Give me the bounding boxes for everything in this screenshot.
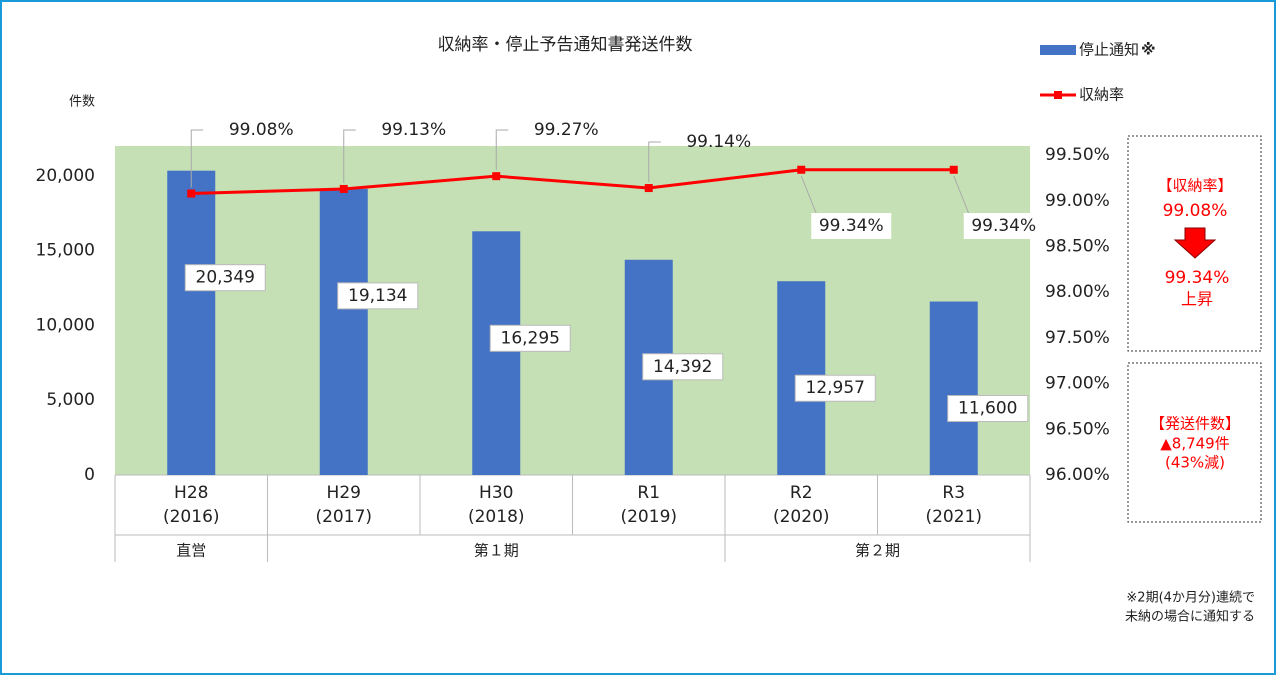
y2-tick-label: 96.50% bbox=[1045, 419, 1110, 439]
box-text: 上昇 bbox=[1181, 290, 1213, 309]
bar bbox=[929, 301, 978, 475]
leader-line bbox=[648, 141, 661, 183]
box-text: 99.08% bbox=[1163, 201, 1228, 221]
data-label-box bbox=[947, 395, 1029, 423]
box-text: 99.34% bbox=[1165, 268, 1230, 288]
box-text: (43%減) bbox=[1165, 454, 1225, 472]
leader-line bbox=[343, 129, 356, 183]
data-label: 11,600 bbox=[958, 399, 1017, 419]
x-tick-label: R1 (2019) bbox=[620, 483, 677, 527]
data-label-box bbox=[811, 213, 892, 239]
line-marker bbox=[187, 189, 196, 198]
data-label: 19,134 bbox=[348, 286, 407, 306]
data-label: 99.14% bbox=[686, 132, 751, 152]
data-label: 16,295 bbox=[501, 328, 560, 348]
x-tick-label: H28 (2016) bbox=[163, 483, 220, 527]
data-label: 99.34% bbox=[819, 216, 884, 236]
chart-title: 収納率・停止予告通知書発送件数 bbox=[438, 35, 693, 55]
legend-label: 収納率 bbox=[1079, 86, 1124, 104]
legend-swatch bbox=[1040, 45, 1076, 55]
bar bbox=[319, 188, 368, 475]
data-label: 99.08% bbox=[229, 120, 294, 140]
note-box bbox=[1127, 135, 1262, 352]
y2-tick-label: 97.00% bbox=[1045, 374, 1110, 394]
y2-tick-label: 97.50% bbox=[1045, 328, 1110, 348]
x-tick-label: H29 (2017) bbox=[315, 483, 372, 527]
data-label-box bbox=[184, 264, 266, 292]
y2-tick-label: 98.00% bbox=[1045, 282, 1110, 302]
data-label: 99.27% bbox=[534, 120, 599, 140]
footnote: ※2期(4か月分)連続で bbox=[1126, 591, 1255, 606]
data-label-box bbox=[489, 324, 571, 352]
group-label: 第２期 bbox=[855, 542, 900, 560]
group-label: 直営 bbox=[176, 542, 206, 560]
legend-swatch bbox=[1054, 91, 1062, 99]
x-tick-label: R3 (2021) bbox=[925, 483, 982, 527]
y2-tick-label: 96.00% bbox=[1045, 465, 1110, 485]
bar bbox=[167, 170, 216, 476]
leader-line bbox=[190, 129, 204, 188]
bar bbox=[472, 231, 521, 475]
data-label: 99.13% bbox=[381, 120, 446, 140]
note-box bbox=[1127, 362, 1262, 523]
data-label-box bbox=[337, 282, 419, 310]
legend-note: ※ bbox=[1141, 41, 1156, 59]
line-marker bbox=[949, 165, 958, 174]
leader-line bbox=[495, 129, 509, 171]
box-heading: 【収納率】 bbox=[1157, 177, 1232, 195]
box-heading: 【発送件数】 bbox=[1150, 415, 1240, 433]
line-marker bbox=[492, 172, 501, 181]
data-label: 12,957 bbox=[806, 378, 865, 398]
y2-tick-label: 98.50% bbox=[1045, 237, 1110, 257]
line-marker bbox=[797, 165, 806, 174]
y2-tick-label: 99.50% bbox=[1045, 145, 1110, 165]
y-tick-label: 10,000 bbox=[36, 315, 95, 335]
legend-label: 停止通知 bbox=[1079, 41, 1139, 59]
box-text: ▲8,749件 bbox=[1160, 435, 1229, 453]
group-label: 第１期 bbox=[474, 542, 519, 560]
line-marker bbox=[644, 184, 653, 193]
data-label-box bbox=[794, 374, 876, 402]
x-tick-label: R2 (2020) bbox=[773, 483, 830, 527]
footnote: 未納の場合に通知する bbox=[1125, 609, 1255, 625]
data-label-box bbox=[963, 213, 1044, 239]
data-label-box bbox=[642, 353, 724, 381]
data-label: 20,349 bbox=[196, 268, 255, 288]
y-tick-label: 5,000 bbox=[46, 390, 95, 410]
line bbox=[191, 168, 954, 196]
y-axis-label: 件数 bbox=[69, 95, 95, 110]
x-tick-label: H30 (2018) bbox=[468, 483, 525, 527]
down-arrow bbox=[1173, 227, 1217, 259]
y2-tick-label: 99.00% bbox=[1045, 191, 1110, 211]
data-label: 14,392 bbox=[653, 357, 712, 377]
y-tick-label: 15,000 bbox=[36, 241, 95, 261]
plot-area bbox=[115, 146, 1030, 475]
y-tick-label: 0 bbox=[84, 465, 95, 485]
data-label: 99.34% bbox=[971, 216, 1036, 236]
line-marker bbox=[339, 184, 348, 193]
y-tick-label: 20,000 bbox=[36, 166, 95, 186]
